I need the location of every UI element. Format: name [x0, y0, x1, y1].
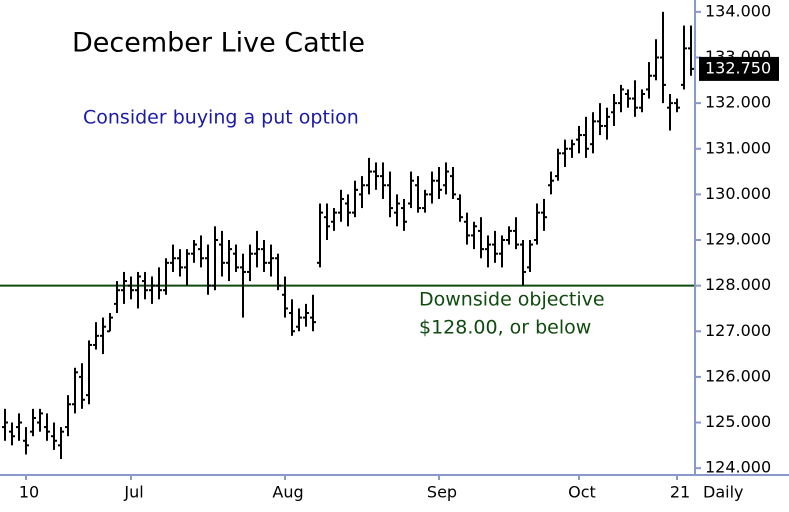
y-tick-label: 132.000 — [705, 93, 771, 112]
y-tick-label: 124.000 — [705, 458, 771, 477]
x-tick-label: 10 — [19, 483, 39, 502]
x-tick-label: 21 — [670, 483, 690, 502]
annotation: Downside objective — [419, 289, 605, 311]
y-tick-label: 125.000 — [705, 412, 771, 431]
chart-title: December Live Cattle — [72, 28, 365, 59]
y-tick-label: 128.000 — [705, 275, 771, 294]
annotation: Consider buying a put option — [83, 107, 359, 129]
y-tick-label: 126.000 — [705, 366, 771, 385]
x-axis-label: Daily — [703, 483, 743, 502]
axis-mask — [0, 475, 789, 512]
y-tick-label: 127.000 — [705, 321, 771, 340]
y-tick-label: 131.000 — [705, 138, 771, 157]
x-tick-label: Jul — [123, 483, 143, 502]
y-tick-label: 130.000 — [705, 184, 771, 203]
x-tick-label: Sep — [427, 483, 457, 502]
y-tick-label: 129.000 — [705, 230, 771, 249]
last-price-box — [699, 56, 779, 81]
x-tick-label: Aug — [272, 483, 303, 502]
annotation: $128.00, or below — [419, 317, 591, 339]
last-price-label: 132.750 — [705, 58, 771, 77]
x-tick-label: Oct — [568, 483, 596, 502]
y-tick-label: 134.000 — [705, 1, 771, 20]
